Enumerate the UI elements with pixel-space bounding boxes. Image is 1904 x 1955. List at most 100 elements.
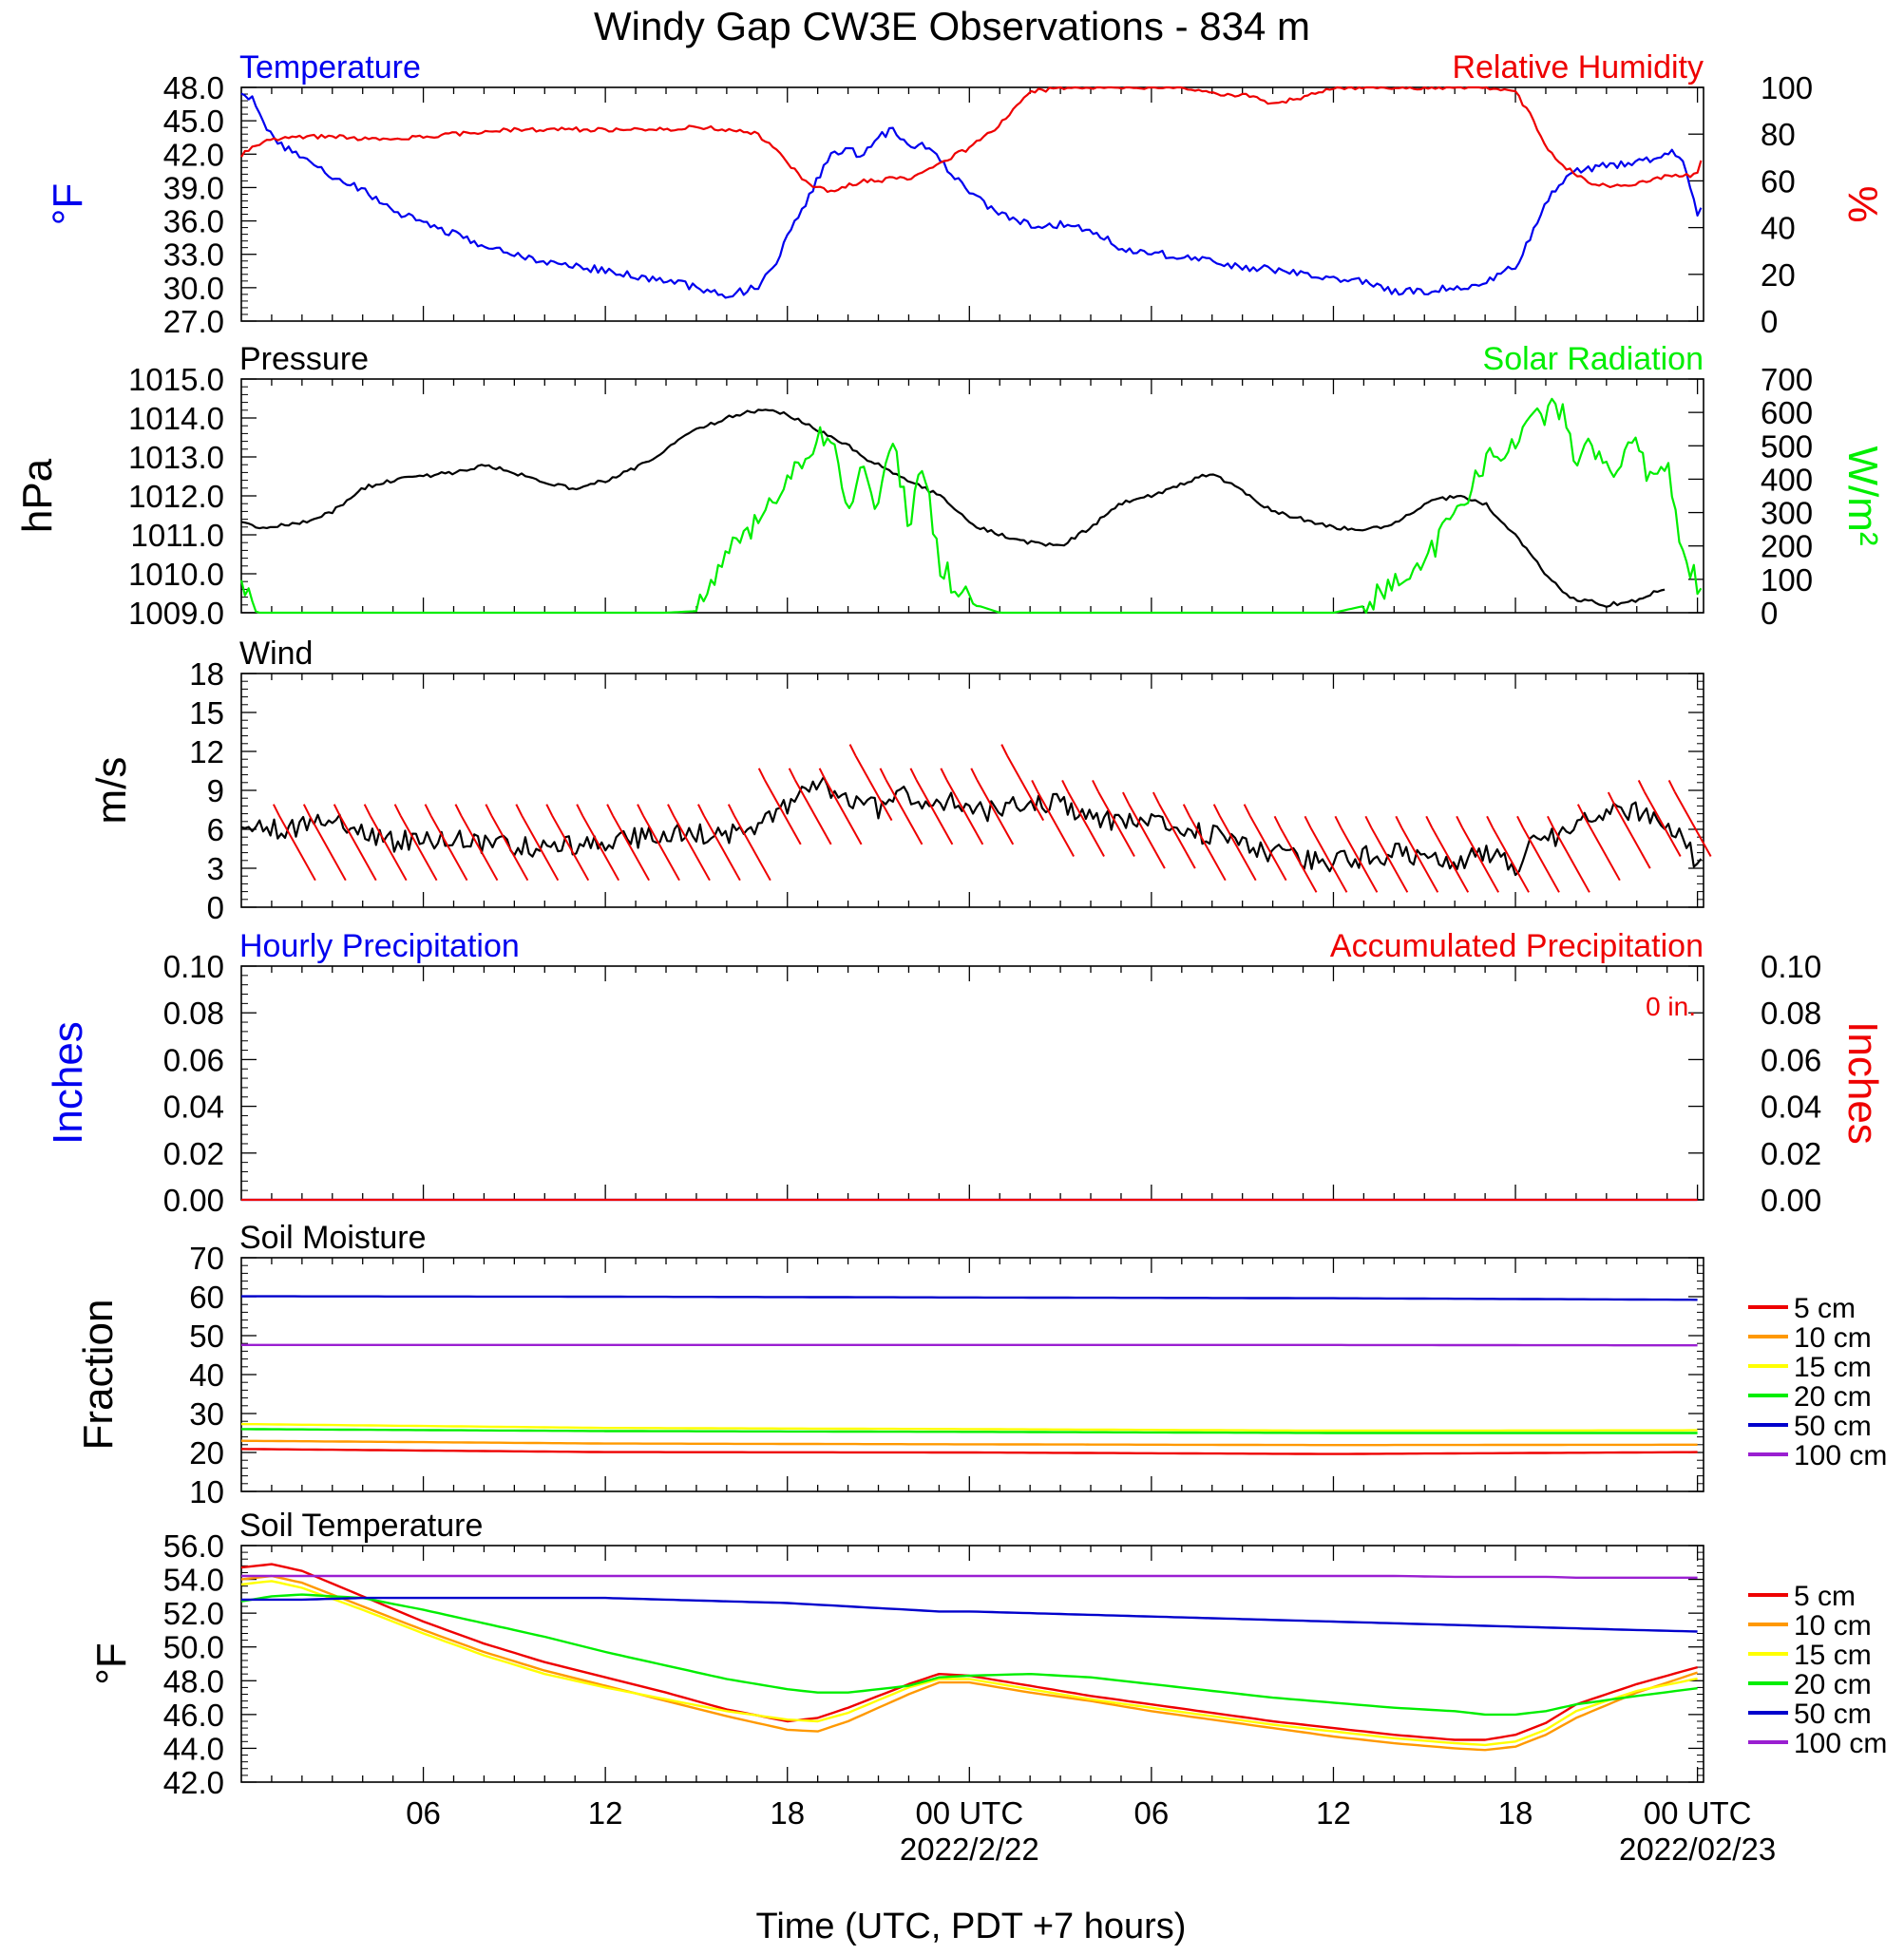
- y-axis-label-left: °F: [88, 1642, 135, 1684]
- wind-barb-flag: [1273, 815, 1282, 828]
- y-tick-label-right: 0.06: [1761, 1042, 1821, 1077]
- y-tick-label-left: 1011.0: [131, 518, 224, 553]
- y-tick-label-left: 42.0: [163, 1765, 224, 1800]
- y-axis-label-left: °F: [45, 183, 91, 225]
- legend-label: 50 cm: [1794, 1411, 1872, 1442]
- wind-barb: [1157, 803, 1196, 869]
- series-line-20-cm: [241, 1428, 1698, 1434]
- x-date-label: 2022/02/23: [1619, 1832, 1776, 1867]
- y-tick-label-left: 30: [189, 1396, 224, 1432]
- chart-panels: 48.045.042.039.036.033.030.027.010080604…: [14, 49, 1887, 1800]
- wind-barb-flag: [1061, 780, 1069, 792]
- wind-barb-flag: [757, 768, 766, 781]
- plot-frame: [240, 1257, 1704, 1492]
- wind-barb-flag: [1212, 804, 1221, 817]
- y-tick-label-left: 1012.0: [128, 479, 224, 514]
- y-tick-label-left: 0.08: [163, 996, 224, 1031]
- x-tick-label: 18: [1498, 1795, 1533, 1831]
- y-tick-label-right: 400: [1761, 462, 1813, 497]
- y-tick-label-left: 50.0: [163, 1630, 224, 1665]
- wind-barb-flag: [1182, 804, 1190, 817]
- x-tick-label: 00 UTC: [915, 1795, 1023, 1831]
- x-tick-label: 12: [588, 1795, 623, 1831]
- wind-barb-flag: [333, 804, 341, 817]
- panel-left-title: Pressure: [239, 341, 369, 377]
- wind-barb: [1279, 826, 1318, 893]
- y-tick-label-left: 1009.0: [128, 596, 224, 631]
- wind-barb: [1188, 815, 1227, 882]
- y-tick-label-left: 0.04: [163, 1090, 224, 1125]
- wind-barb-flag: [1364, 815, 1373, 828]
- y-tick-label-left: 1010.0: [128, 557, 224, 592]
- y-tick-label-left: 1014.0: [128, 401, 224, 436]
- panel-4: 0.10 0.08 0.06 0.04 0.02 0.00 0.10 0.08 0.06 0.04…: [45, 928, 1886, 1218]
- y-tick-label-left: 12: [189, 734, 224, 769]
- y-tick-label-left: 9: [207, 773, 224, 808]
- y-tick-label-right: 40: [1761, 211, 1796, 246]
- wind-barb: [793, 779, 832, 845]
- y-tick-label-right: 0.08: [1761, 996, 1821, 1031]
- wind-barb: [1067, 790, 1105, 857]
- wind-barb-flag: [818, 768, 827, 781]
- y-tick-label-left: 33.0: [163, 237, 224, 273]
- panel-1: 48.045.042.039.036.033.030.027.0 100 80 60 4…: [45, 49, 1886, 339]
- legend-label: 20 cm: [1794, 1669, 1872, 1700]
- y-tick-label-right: 100: [1761, 70, 1813, 105]
- wind-barb: [490, 815, 529, 882]
- y-axis-label-right: %: [1839, 185, 1886, 222]
- legend-label: 5 cm: [1794, 1293, 1856, 1324]
- legend-label: 10 cm: [1794, 1322, 1872, 1354]
- y-tick-label-left: 10: [189, 1474, 224, 1509]
- series-line-5-cm: [240, 1448, 1698, 1455]
- series-line-1: [240, 408, 1666, 608]
- panel-right-title: Solar Radiation: [1483, 341, 1704, 377]
- x-tick-label: 06: [406, 1795, 441, 1831]
- series-line-1: [240, 92, 1703, 299]
- y-tick-label-left: 48.0: [163, 1663, 224, 1699]
- wind-barb: [338, 815, 377, 882]
- wind-barb-flag: [576, 804, 584, 817]
- wind-barb-flag: [424, 804, 432, 817]
- y-tick-label-right: 100: [1761, 562, 1813, 598]
- wind-barb: [460, 815, 499, 882]
- wind-barb: [1552, 826, 1590, 893]
- wind-barb: [885, 779, 923, 845]
- legend-label: 100 cm: [1794, 1440, 1887, 1471]
- wind-barb-flag: [1243, 804, 1251, 817]
- plot-frame: [240, 86, 1704, 322]
- wind-barb: [429, 815, 468, 882]
- wind-barb-flag: [1000, 744, 1009, 757]
- wind-barb-flag: [1334, 815, 1342, 828]
- wind-barb: [1340, 826, 1379, 893]
- legend-label: 15 cm: [1794, 1352, 1872, 1383]
- x-tick-label: 18: [770, 1795, 805, 1831]
- y-tick-label-left: 52.0: [163, 1596, 224, 1631]
- wind-barb-flag: [727, 804, 735, 817]
- wind-barb-flag: [637, 804, 644, 817]
- wind-barb: [1492, 826, 1530, 893]
- wind-barb: [733, 815, 771, 882]
- wind-barb-flag: [1122, 791, 1130, 805]
- wind-barb-flag: [272, 804, 280, 817]
- y-tick-label-right: 80: [1761, 117, 1796, 152]
- wind-barb-flag: [848, 744, 857, 757]
- series-line-15-cm: [240, 1580, 1698, 1747]
- plot-frame: [240, 1545, 1704, 1783]
- y-tick-label-left: 0.10: [163, 949, 224, 984]
- y-tick-label-left: 3: [207, 851, 224, 886]
- wind-barb: [945, 779, 984, 845]
- wind-barb: [763, 779, 802, 845]
- wind-barb: [612, 815, 650, 882]
- y-tick-label-left: 0.02: [163, 1136, 224, 1171]
- wind-barb: [1673, 790, 1712, 857]
- wind-barb: [824, 779, 863, 845]
- wind-barb: [703, 815, 741, 882]
- legend-label: 100 cm: [1794, 1728, 1887, 1759]
- y-tick-label-right: 0: [1761, 304, 1778, 339]
- wind-barb-flag: [302, 804, 311, 817]
- panel-left-title: Temperature: [239, 49, 421, 85]
- wind-barb-flag: [606, 804, 615, 817]
- wind-barb-flag: [1425, 815, 1434, 828]
- y-tick-label-right: 700: [1761, 362, 1813, 397]
